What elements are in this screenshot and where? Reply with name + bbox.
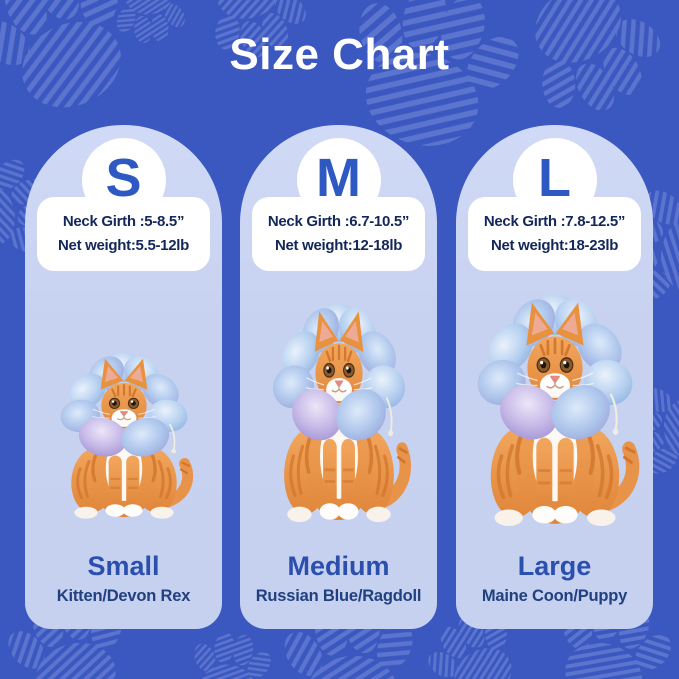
neck-girth-medium: Neck Girth :6.7-10.5” bbox=[267, 212, 410, 230]
cat-photo-medium bbox=[263, 292, 415, 524]
size-letter-s: S bbox=[105, 148, 142, 208]
breeds-small: Kitten/Devon Rex bbox=[56, 587, 191, 605]
size-name-large: Large bbox=[517, 551, 592, 581]
info-box-medium: Neck Girth :6.7-10.5” Net weight:12-18lb bbox=[252, 197, 425, 271]
size-card-medium: M Neck Girth :6.7-10.5” Net weight:12-18… bbox=[240, 125, 437, 629]
breeds-large: Maine Coon/Puppy bbox=[481, 587, 628, 605]
size-card-small: S Neck Girth :5-8.5” Net weight:5.5-12lb… bbox=[25, 125, 222, 629]
breeds-medium: Russian Blue/Ragdoll bbox=[255, 587, 422, 605]
size-letter-m: M bbox=[316, 148, 361, 208]
net-weight-medium: Net weight:12-18lb bbox=[274, 237, 403, 254]
neck-girth-large: Neck Girth :7.8-12.5” bbox=[483, 212, 626, 230]
size-name-medium: Medium bbox=[287, 551, 390, 581]
size-card-large: L Neck Girth :7.8-12.5” Net weight:18-23… bbox=[456, 125, 653, 629]
info-box-large: Neck Girth :7.8-12.5” Net weight:18-23lb bbox=[468, 197, 641, 271]
size-letter-l: L bbox=[538, 148, 571, 208]
net-weight-small: Net weight:5.5-12lb bbox=[58, 237, 189, 254]
net-weight-large: Net weight:18-23lb bbox=[490, 237, 619, 254]
cat-photo-large bbox=[466, 282, 644, 528]
neck-girth-small: Neck Girth :5-8.5” bbox=[62, 212, 185, 230]
cat-photo-small bbox=[51, 344, 197, 520]
size-name-small: Small bbox=[87, 551, 160, 581]
page-title: Size Chart bbox=[229, 30, 450, 79]
info-box-small: Neck Girth :5-8.5” Net weight:5.5-12lb bbox=[37, 197, 210, 271]
